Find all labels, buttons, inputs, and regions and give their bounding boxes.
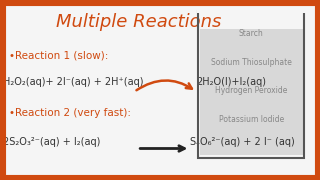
Text: 2S₂O₃²⁻(aq) + I₂(aq): 2S₂O₃²⁻(aq) + I₂(aq) xyxy=(3,137,100,147)
Text: •Reaction 1 (slow):: •Reaction 1 (slow): xyxy=(9,50,109,60)
Text: Starch: Starch xyxy=(239,29,263,38)
Text: 2H₂O(l)+I₂(aq): 2H₂O(l)+I₂(aq) xyxy=(196,77,267,87)
Text: Hydrogen Peroxide: Hydrogen Peroxide xyxy=(215,86,287,95)
Text: Multiple Reactions: Multiple Reactions xyxy=(56,13,221,31)
Text: Sodium Thiosulphate: Sodium Thiosulphate xyxy=(211,58,292,67)
Text: Potassium Iodide: Potassium Iodide xyxy=(219,115,284,124)
Text: H₂O₂(aq)+ 2I⁻(aq) + 2H⁺(aq): H₂O₂(aq)+ 2I⁻(aq) + 2H⁺(aq) xyxy=(3,77,144,87)
Text: •Reaction 2 (very fast):: •Reaction 2 (very fast): xyxy=(9,108,131,118)
Bar xyxy=(196,9,306,13)
Text: S₄O₆²⁻(aq) + 2 I⁻ (aq): S₄O₆²⁻(aq) + 2 I⁻ (aq) xyxy=(190,137,295,147)
Bar xyxy=(200,29,303,155)
